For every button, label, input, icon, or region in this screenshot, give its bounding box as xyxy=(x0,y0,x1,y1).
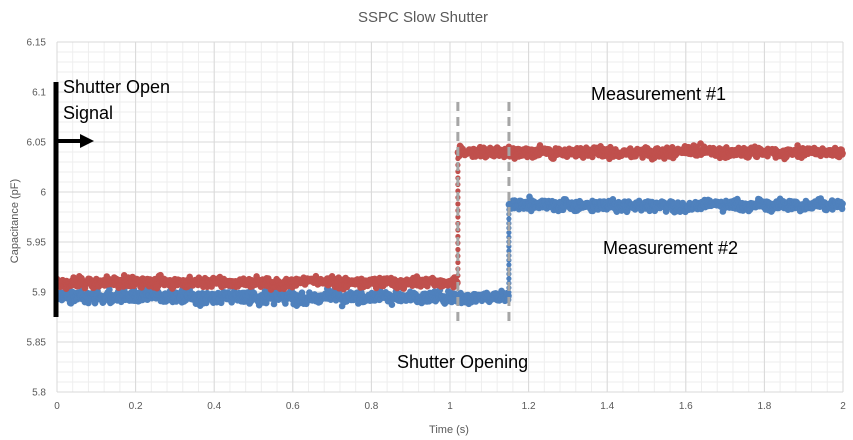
measurement-2-label: Measurement #2 xyxy=(603,238,738,258)
y-tick-labels: 5.8 5.85 5.9 5.95 6 6.05 6.1 6.15 xyxy=(27,38,47,399)
data-point xyxy=(506,276,512,282)
y-tick-label: 6.1 xyxy=(32,88,46,99)
y-tick-label: 5.85 xyxy=(27,338,47,349)
x-tick-label: 1.4 xyxy=(600,401,614,412)
x-tick-label: 0.8 xyxy=(364,401,378,412)
data-point xyxy=(455,259,461,266)
y-tick-label: 5.95 xyxy=(27,238,47,249)
data-point xyxy=(270,300,278,308)
x-tick-label: 1.2 xyxy=(522,401,536,412)
data-point xyxy=(228,299,235,306)
data-point xyxy=(506,289,512,295)
measurement-1-label: Measurement #1 xyxy=(591,84,726,104)
data-point xyxy=(506,262,512,268)
x-tick-label: 2 xyxy=(840,401,846,412)
y-tick-label: 6.15 xyxy=(27,38,47,49)
shutter-signal-marker xyxy=(53,82,94,317)
x-tick-label: 0.6 xyxy=(286,401,300,412)
y-tick-label: 5.8 xyxy=(32,388,46,399)
series-1 xyxy=(53,193,846,310)
y-tick-label: 6 xyxy=(40,188,46,199)
data-point xyxy=(506,202,512,208)
shutter-open-signal-label-line1: Shutter Open xyxy=(63,77,170,97)
data-point xyxy=(455,155,461,162)
data-point xyxy=(262,299,270,307)
y-tick-label: 6.05 xyxy=(27,138,47,149)
x-tick-labels: 0 0.2 0.4 0.6 0.8 1 1.2 1.4 1.6 1.8 2 xyxy=(54,401,846,412)
data-point xyxy=(388,301,396,309)
y-axis-label: Capacitance (pF) xyxy=(9,179,21,263)
reference-lines xyxy=(456,102,511,327)
data-point xyxy=(506,216,512,222)
data-point xyxy=(839,150,846,157)
x-tick-label: 0.2 xyxy=(129,401,143,412)
x-tick-label: 1 xyxy=(447,401,453,412)
y-tick-label: 5.9 xyxy=(32,288,46,299)
x-axis-label: Time (s) xyxy=(429,424,469,436)
shutter-open-signal-label-line2: Signal xyxy=(63,103,113,123)
data-point xyxy=(838,205,846,213)
data-point xyxy=(506,230,512,236)
x-tick-label: 0 xyxy=(54,401,60,412)
data-point xyxy=(455,201,461,207)
x-tick-label: 0.4 xyxy=(207,401,221,412)
x-tick-label: 1.6 xyxy=(679,401,693,412)
data-point xyxy=(455,246,461,253)
chart-title: SSPC Slow Shutter xyxy=(358,9,488,26)
x-tick-label: 1.8 xyxy=(757,401,771,412)
data-point xyxy=(106,286,113,294)
shutter-signal-arrow-head xyxy=(80,134,94,148)
data-point xyxy=(839,200,846,207)
series-layer xyxy=(53,140,846,310)
series-2 xyxy=(53,140,846,293)
shutter-opening-label: Shutter Opening xyxy=(397,352,528,372)
